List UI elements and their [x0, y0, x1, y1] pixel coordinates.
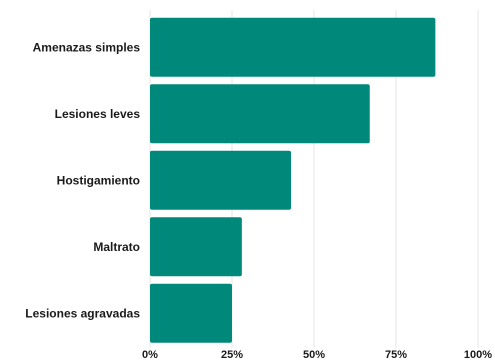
- x-tick-label: 0%: [142, 349, 158, 361]
- category-label: Maltrato: [93, 240, 140, 254]
- x-axis-tick-labels: 0% 25% 50% 75% 100%: [142, 349, 492, 361]
- bar: [150, 150, 292, 210]
- category-label: Lesiones leves: [55, 107, 141, 121]
- x-tick-label: 75%: [385, 349, 407, 361]
- bar: [150, 283, 232, 343]
- bar: [150, 217, 242, 277]
- category-label: Amenazas simples: [33, 40, 141, 54]
- bar: [150, 84, 370, 144]
- category-label: Lesiones agravadas: [25, 306, 140, 320]
- x-tick-label: 100%: [464, 349, 492, 361]
- x-tick-label: 50%: [303, 349, 325, 361]
- bar-layer: [150, 17, 436, 343]
- category-labels: Amenazas simples Lesiones leves Hostigamie…: [25, 40, 140, 320]
- category-label: Hostigamiento: [57, 173, 140, 187]
- x-tick-label: 25%: [221, 349, 243, 361]
- bar: [150, 17, 436, 77]
